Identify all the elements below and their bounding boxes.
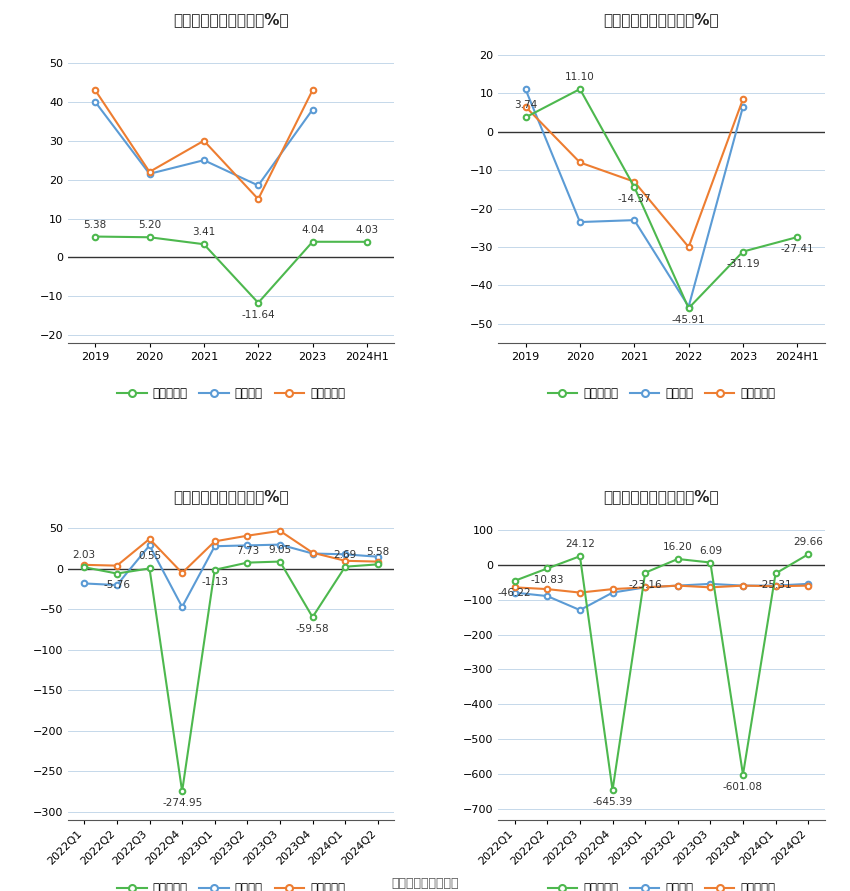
Text: 2.69: 2.69 <box>333 550 357 560</box>
Text: 数据来源：恒生聚源: 数据来源：恒生聚源 <box>391 877 459 889</box>
Text: -59.58: -59.58 <box>296 624 329 634</box>
Text: 11.10: 11.10 <box>565 72 595 82</box>
Text: 16.20: 16.20 <box>663 542 693 552</box>
Text: 3.41: 3.41 <box>192 227 216 237</box>
Text: -14.37: -14.37 <box>617 194 651 204</box>
Text: -10.83: -10.83 <box>530 576 564 585</box>
Text: -46.22: -46.22 <box>498 588 531 598</box>
Text: 5.58: 5.58 <box>366 547 389 558</box>
Text: 9.05: 9.05 <box>269 544 292 554</box>
Legend: 公司毛利率, 行业均值, 行业中位数: 公司毛利率, 行业均值, 行业中位数 <box>112 878 349 891</box>
Legend: 公司毛利率, 行业均值, 行业中位数: 公司毛利率, 行业均值, 行业中位数 <box>112 382 349 405</box>
Title: 历年毛利率变化情况（%）: 历年毛利率变化情况（%） <box>173 12 289 28</box>
Text: -11.64: -11.64 <box>241 310 275 320</box>
Text: -601.08: -601.08 <box>723 781 763 791</box>
Text: -25.31: -25.31 <box>759 580 792 591</box>
Title: 季度净利率变化情况（%）: 季度净利率变化情况（%） <box>604 489 719 504</box>
Text: -274.95: -274.95 <box>162 798 202 808</box>
Legend: 公司净利率, 行业均值, 行业中位数: 公司净利率, 行业均值, 行业中位数 <box>543 878 780 891</box>
Text: 3.74: 3.74 <box>514 101 537 110</box>
Text: -5.76: -5.76 <box>104 580 130 591</box>
Text: 29.66: 29.66 <box>793 537 823 547</box>
Text: 7.73: 7.73 <box>235 545 259 556</box>
Legend: 公司净利率, 行业均值, 行业中位数: 公司净利率, 行业均值, 行业中位数 <box>543 382 780 405</box>
Text: 4.03: 4.03 <box>355 225 378 235</box>
Text: 0.55: 0.55 <box>138 552 162 561</box>
Text: 5.20: 5.20 <box>138 220 162 230</box>
Text: -45.91: -45.91 <box>672 315 705 325</box>
Text: 6.09: 6.09 <box>699 545 722 556</box>
Text: 24.12: 24.12 <box>565 539 595 549</box>
Title: 历年净利率变化情况（%）: 历年净利率变化情况（%） <box>604 12 719 28</box>
Text: -27.41: -27.41 <box>780 244 814 254</box>
Text: 2.03: 2.03 <box>73 551 96 560</box>
Text: 5.38: 5.38 <box>83 219 107 230</box>
Text: -1.13: -1.13 <box>201 576 229 587</box>
Text: -645.39: -645.39 <box>592 797 632 807</box>
Text: 4.04: 4.04 <box>301 225 324 235</box>
Title: 季度毛利率变化情况（%）: 季度毛利率变化情况（%） <box>173 489 289 504</box>
Text: -23.16: -23.16 <box>628 580 662 590</box>
Text: -31.19: -31.19 <box>726 258 760 268</box>
